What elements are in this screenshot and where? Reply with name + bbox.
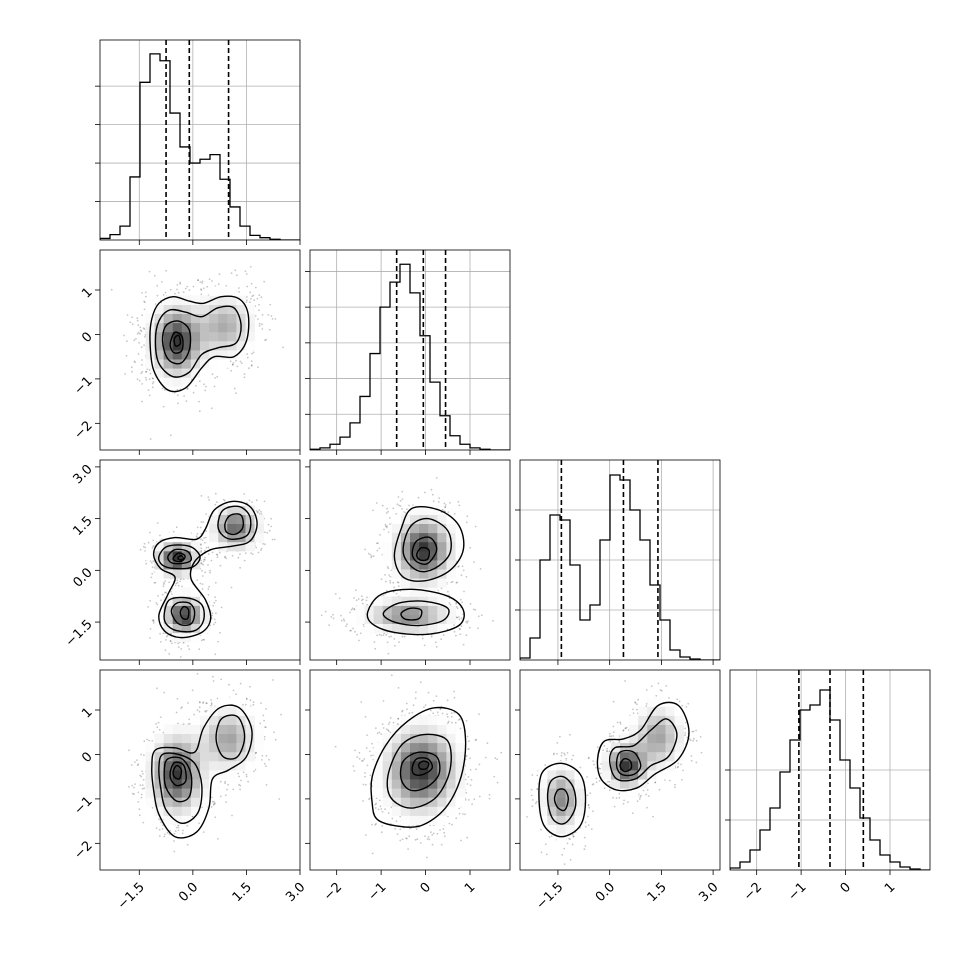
joint-2-3-contour-6 [619, 757, 633, 773]
joint-0-2-contour-7 [172, 552, 186, 563]
ytick-label-3-1: −1 [71, 794, 95, 818]
joint-0-3-contour-5 [172, 764, 183, 780]
joint-0-3-frame [99, 669, 301, 871]
joint-2-3-contour-5 [615, 749, 642, 777]
ytick-label-2-0: −1.5 [63, 617, 96, 650]
xtick-label-1-0: −2 [321, 880, 345, 904]
hist-3-frame [729, 669, 931, 871]
joint-1-2-contour-3 [382, 600, 450, 627]
joint-0-2-contour-3 [217, 505, 252, 541]
joint-panel-0-2 [99, 459, 301, 661]
ytick-label-3-0: −2 [71, 838, 95, 862]
ytick-label-1-1: −1 [71, 374, 95, 398]
xtick-label-0-0: −1.5 [115, 880, 148, 913]
joint-0-1-contour-1 [154, 305, 242, 378]
joint-0-1-contour-4 [173, 334, 182, 347]
xtick-label-0-2: 1.5 [230, 880, 255, 905]
joint-panel-2-3 [519, 669, 721, 871]
hist-0-step [100, 53, 300, 240]
joint-1-2-contour-4 [411, 536, 438, 565]
joint-0-2-contour-8 [179, 605, 190, 620]
joint-2-3-contour-0 [538, 762, 587, 838]
xtick-label-3-2: 0 [838, 880, 854, 896]
ytick-label-1-2: 0 [79, 329, 95, 345]
ytick-label-1-3: 1 [79, 285, 95, 301]
joint-1-2-density [355, 505, 465, 634]
ytick-label-1-0: −2 [71, 418, 95, 442]
joint-0-2-contour-5 [170, 601, 196, 626]
joint-1-3-contour-3 [411, 757, 434, 776]
joint-0-3-contour-2 [215, 714, 246, 760]
hist-1-step [310, 263, 510, 450]
xtick-label-3-3: 1 [882, 880, 898, 896]
joint-panel-0-1 [99, 249, 301, 451]
xtick-label-3-1: −1 [785, 880, 809, 904]
joint-0-1-contour-3 [169, 331, 184, 354]
joint-panel-0-3 [99, 669, 301, 871]
xtick-label-1-1: −1 [365, 880, 389, 904]
xtick-label-3-0: −2 [741, 880, 765, 904]
joint-1-2-contour-6 [415, 546, 430, 562]
joint-0-2-contour-0 [152, 500, 258, 639]
joint-0-2-contour-2 [163, 596, 205, 633]
hist-panel-0 [95, 39, 301, 241]
joint-0-1-frame [99, 249, 301, 451]
joint-0-1-contour-0 [149, 295, 250, 393]
joint-2-3-contour-1 [596, 701, 690, 792]
joint-1-3-density [373, 715, 465, 825]
joint-2-3-frame [519, 669, 721, 871]
hist-2-frame [519, 459, 721, 661]
joint-0-2-contour-1 [157, 544, 201, 570]
joint-0-1-contour-2 [161, 320, 192, 365]
joint-panel-1-3 [309, 669, 511, 871]
joint-0-2-contour-4 [167, 548, 193, 565]
hist-panel-3 [725, 669, 931, 871]
joint-1-2-contour-1 [366, 588, 465, 636]
ytick-label-3-2: 0 [79, 749, 95, 765]
ytick-label-3-3: 1 [79, 705, 95, 721]
ytick-label-2-2: 1.5 [70, 514, 95, 539]
joint-panel-1-2 [309, 459, 511, 661]
joint-1-3-contour-0 [370, 706, 467, 828]
ytick-label-2-3: 3.0 [70, 462, 95, 487]
xtick-label-2-3: 3.0 [696, 880, 721, 905]
hist-panel-2 [515, 459, 721, 661]
joint-1-2-frame [309, 459, 511, 661]
joint-0-2-contour-9 [177, 554, 184, 561]
joint-1-2-contour-2 [402, 517, 452, 573]
ytick-label-2-1: 0.0 [70, 565, 95, 590]
hist-1-frame [309, 249, 511, 451]
hist-2-step [520, 474, 720, 660]
joint-0-3-contour-0 [151, 704, 253, 839]
xtick-label-1-3: 1 [462, 880, 478, 896]
joint-1-3-contour-4 [418, 760, 430, 770]
joint-1-2-contour-0 [393, 505, 465, 582]
joint-0-2-contour-6 [224, 513, 244, 536]
joint-1-3-frame [309, 669, 511, 871]
xtick-label-2-2: 1.5 [645, 880, 670, 905]
joint-0-3-contour-4 [169, 761, 187, 787]
joint-1-3-contour-1 [386, 733, 452, 809]
xtick-label-2-0: −1.5 [533, 880, 566, 913]
joint-2-3-contour-2 [546, 775, 577, 825]
joint-1-3-contour-2 [399, 751, 441, 792]
joint-0-2-frame [99, 459, 301, 661]
joint-2-3-contour-3 [608, 718, 678, 782]
xtick-label-1-2: 0 [418, 880, 434, 896]
xtick-label-0-3: 3.0 [283, 880, 308, 905]
joint-0-2-density [145, 496, 264, 643]
joint-1-2-contour-5 [400, 607, 423, 621]
joint-2-3-contour-4 [553, 788, 570, 812]
xtick-label-0-1: 0.0 [176, 880, 201, 905]
hist-0-frame [99, 39, 301, 241]
xtick-label-2-1: 0.0 [593, 880, 618, 905]
joint-0-3-contour-1 [158, 752, 203, 825]
hist-panel-1 [305, 249, 511, 451]
joint-0-3-contour-3 [163, 756, 193, 803]
